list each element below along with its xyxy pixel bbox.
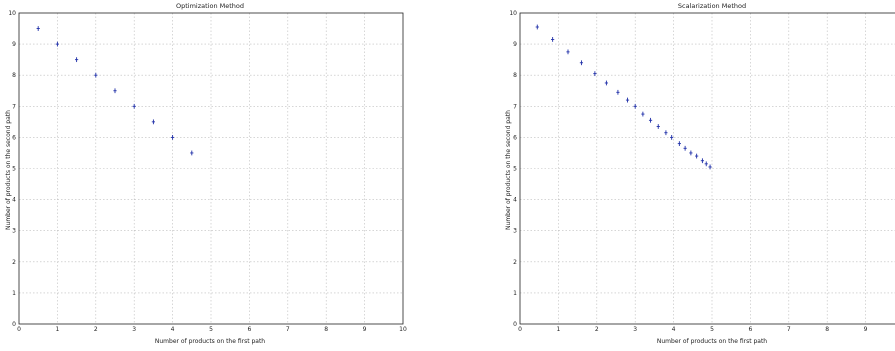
- grid-lines: [19, 13, 403, 324]
- y-tick-label: 0: [12, 321, 16, 328]
- data-point: [616, 89, 620, 95]
- x-tick-label: 4: [672, 326, 676, 333]
- data-point: [683, 145, 687, 151]
- data-point: [664, 130, 668, 136]
- y-tick-label: 3: [513, 228, 517, 235]
- x-tick-label: 6: [748, 326, 752, 333]
- data-point: [579, 60, 584, 66]
- data-point: [648, 117, 653, 123]
- data-point: [656, 124, 660, 129]
- y-tick-label: 3: [12, 228, 16, 235]
- y-tick-label: 1: [513, 290, 517, 297]
- data-point: [708, 164, 712, 170]
- data-point: [700, 158, 704, 164]
- x-tick-label: 5: [710, 326, 714, 333]
- y-tick-label: 7: [513, 103, 517, 110]
- data-point: [593, 71, 597, 77]
- x-tick-label: 1: [55, 326, 59, 333]
- data-point: [171, 135, 175, 140]
- y-tick-label: 10: [509, 10, 517, 17]
- x-tick-label: 4: [171, 326, 175, 333]
- y-tick-label: 8: [513, 72, 517, 79]
- data-point: [566, 49, 570, 55]
- y-tick-label: 6: [513, 134, 517, 141]
- data-point: [113, 88, 117, 94]
- x-axis-label: Number of products on the first path: [155, 338, 265, 345]
- x-tick-label: 0: [17, 326, 21, 333]
- x-tick-label: 8: [825, 326, 829, 333]
- data-point: [551, 37, 555, 42]
- chart-title: Scalarization Method: [678, 2, 746, 10]
- y-tick-label: 0: [513, 321, 517, 328]
- x-tick-label: 10: [399, 326, 407, 333]
- data-point: [55, 41, 59, 47]
- x-tick-label: 1: [556, 326, 560, 333]
- data-point: [704, 161, 708, 167]
- x-tick-label: 9: [864, 326, 868, 333]
- scalarization-method-chart: Scalarization Method Number of products …: [505, 2, 895, 345]
- x-axis-label: Number of products on the first path: [657, 338, 767, 345]
- data-point: [641, 111, 645, 117]
- x-tick-label: 3: [132, 326, 136, 333]
- plot-frame: [519, 12, 895, 325]
- tick-labels: 0 1 2 3 4 5 6 7 8 9 10 0 1 2 3 4 5 6 7 8 9 10: [8, 10, 407, 333]
- data-point: [670, 135, 674, 140]
- optimization-method-chart: Optimization Method Number of products o…: [5, 2, 407, 345]
- data-point: [677, 141, 681, 147]
- y-tick-label: 1: [12, 290, 16, 297]
- x-tick-label: 6: [247, 326, 251, 333]
- tick-labels: 0 1 2 3 4 5 6 7 8 9 0 1 2 3 4 5 6 7 8 9 10: [509, 10, 867, 333]
- y-tick-label: 9: [513, 41, 517, 48]
- plot-frame: [18, 12, 404, 325]
- y-axis-label: Number of products on the second path: [505, 110, 512, 230]
- x-tick-label: 2: [595, 326, 599, 333]
- x-tick-label: 5: [209, 326, 213, 333]
- data-point: [190, 150, 194, 156]
- grid-lines: [520, 13, 895, 324]
- data-point: [604, 80, 608, 86]
- y-tick-label: 4: [513, 197, 517, 204]
- data-points: [36, 26, 194, 156]
- y-tick-label: 6: [12, 134, 16, 141]
- data-point: [75, 57, 79, 63]
- data-points: [535, 24, 712, 170]
- data-point: [695, 153, 699, 159]
- data-point: [535, 24, 539, 30]
- y-tick-label: 5: [12, 166, 16, 173]
- y-tick-label: 2: [12, 259, 16, 266]
- data-point: [151, 119, 155, 125]
- data-point: [689, 150, 693, 156]
- data-point: [36, 26, 40, 31]
- x-tick-label: 0: [518, 326, 522, 333]
- y-tick-label: 7: [12, 103, 16, 110]
- x-tick-label: 7: [787, 326, 791, 333]
- y-tick-label: 4: [12, 197, 16, 204]
- chart-title: Optimization Method: [176, 2, 244, 10]
- data-point: [625, 97, 630, 103]
- y-tick-label: 2: [513, 259, 517, 266]
- x-tick-label: 3: [633, 326, 637, 333]
- y-tick-label: 8: [12, 72, 16, 79]
- y-axis-label: Number of products on the second path: [5, 110, 12, 230]
- y-tick-label: 10: [8, 10, 16, 17]
- data-point: [633, 103, 637, 109]
- data-point: [94, 72, 98, 78]
- x-tick-label: 7: [286, 326, 290, 333]
- x-tick-label: 8: [324, 326, 328, 333]
- y-tick-label: 9: [12, 41, 16, 48]
- x-tick-label: 2: [94, 326, 98, 333]
- data-point: [132, 103, 136, 109]
- y-tick-label: 5: [513, 166, 517, 173]
- x-tick-label: 9: [363, 326, 367, 333]
